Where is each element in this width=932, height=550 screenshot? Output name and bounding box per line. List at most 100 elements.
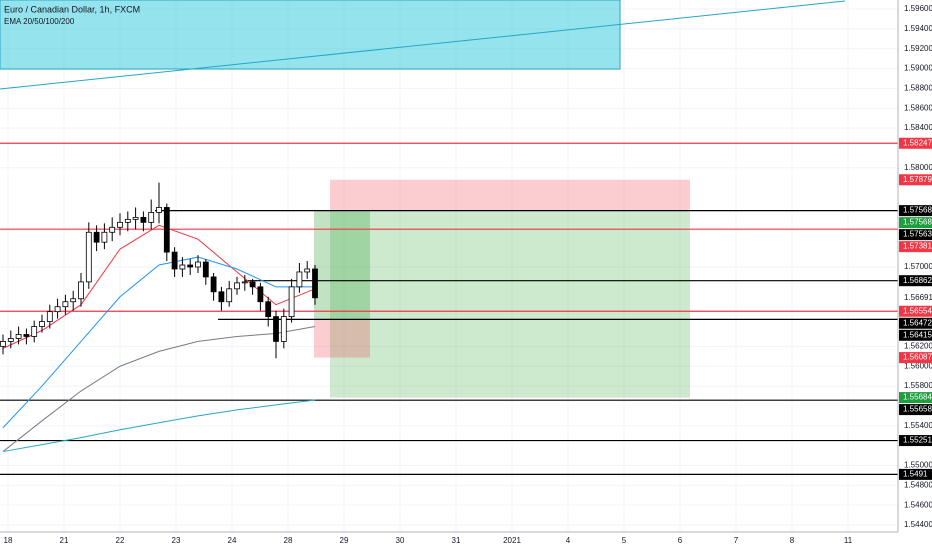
y-tick-label: 1.54600 <box>904 500 932 509</box>
level-label: 1.55658 <box>903 405 932 414</box>
y-tick-label: 1.54800 <box>904 480 932 489</box>
x-tick-label: 28 <box>284 536 293 545</box>
level-label: 1.5491 <box>903 470 928 479</box>
level-label: 1.56087 <box>903 353 932 362</box>
candle-body <box>288 286 295 318</box>
candle-body <box>312 268 318 299</box>
candle-body <box>117 221 123 228</box>
candle-body <box>226 288 233 303</box>
candle-body <box>265 301 272 318</box>
candle-body <box>101 231 108 243</box>
level-label-box <box>899 205 932 217</box>
candle-body <box>273 316 279 342</box>
ema-line <box>2 256 315 429</box>
y-tick-label: 1.58000 <box>904 163 932 172</box>
level-label: 1.55251 <box>903 436 932 445</box>
x-tick-label: 29 <box>340 536 349 545</box>
y-tick-label: 1.59000 <box>904 64 932 73</box>
candle-body <box>78 281 84 300</box>
level-label-box <box>899 305 932 317</box>
candle-body <box>109 226 116 233</box>
candle-body <box>124 218 131 223</box>
x-tick-label: 11 <box>844 536 853 545</box>
level-label-box <box>899 468 932 480</box>
level-label: 1.58247 <box>903 138 932 147</box>
level-label-box <box>899 392 932 404</box>
candle-body <box>62 301 69 308</box>
candle-body <box>210 276 217 293</box>
x-tick-label: 30 <box>396 536 405 545</box>
x-tick-label: 8 <box>790 536 795 545</box>
level-label-box <box>899 137 932 149</box>
x-tick-label: 24 <box>228 536 237 545</box>
y-tick-label: 1.55400 <box>904 421 932 430</box>
y-tick-label: 1.58400 <box>904 123 932 132</box>
candle-body <box>31 326 38 337</box>
candle-body <box>156 207 162 213</box>
ema-line <box>2 399 316 453</box>
candle-body <box>140 216 147 223</box>
y-tick-label: 1.56200 <box>904 341 932 350</box>
candle-body <box>15 334 22 339</box>
x-tick-label: 31 <box>452 536 461 545</box>
level-label: 1.56472 <box>903 318 932 327</box>
last-price-label: 1.56691 <box>904 293 932 302</box>
y-tick-label: 1.59600 <box>904 4 932 13</box>
candle-body <box>249 281 256 288</box>
candle-body <box>54 306 61 313</box>
zone <box>0 0 621 70</box>
x-tick-label: 22 <box>116 536 125 545</box>
level-label-box <box>899 329 932 341</box>
level-label-box <box>899 352 932 364</box>
candle-body <box>195 261 201 268</box>
x-tick-label: 2021 <box>503 536 521 545</box>
candle-body <box>234 282 240 290</box>
x-tick-label: 5 <box>622 536 627 545</box>
x-tick-label: 23 <box>172 536 181 545</box>
candle-body <box>23 334 30 337</box>
ema-line <box>2 326 316 452</box>
candle-body <box>85 231 92 283</box>
level-label-box <box>899 241 932 253</box>
trendline <box>0 0 846 90</box>
candle-body <box>132 216 139 220</box>
candle-body <box>280 316 287 342</box>
y-tick-label: 1.58800 <box>904 83 932 92</box>
candle-body <box>257 286 264 303</box>
indicator-label: EMA 20/50/100/200 <box>4 17 75 26</box>
y-tick-label: 1.54400 <box>904 520 932 529</box>
candle-body <box>179 264 186 270</box>
level-label: 1.57381 <box>903 242 932 251</box>
y-tick-label: 1.57000 <box>904 262 932 271</box>
x-tick-label: 4 <box>566 536 571 545</box>
x-tick-label: 21 <box>60 536 69 545</box>
level-label: 1.57563 <box>903 230 932 239</box>
y-tick-label: 1.58600 <box>904 103 932 112</box>
candle-body <box>163 207 170 253</box>
candle-body <box>0 341 6 347</box>
candle-body <box>296 271 303 288</box>
candle-body <box>187 264 194 268</box>
chart-title: Euro / Canadian Dollar, 1h, FXCM <box>4 4 140 14</box>
candle-body <box>46 311 53 322</box>
level-label: 1.57879 <box>903 175 932 184</box>
level-label: 1.57568 <box>903 206 932 215</box>
candle-body <box>171 251 178 270</box>
axis: 1.59600 1.59400 1.59200 1.59000 1.58800 1.586… <box>4 4 932 545</box>
plot <box>0 0 898 475</box>
candle-body <box>7 338 14 342</box>
y-tick-label: 1.55000 <box>904 461 932 470</box>
position-zone <box>330 179 690 211</box>
level-label-box <box>899 317 932 329</box>
level-label-box <box>899 404 932 416</box>
level-label: 1.57568 <box>903 218 932 227</box>
level-label: 1.56554 <box>903 306 932 315</box>
x-tick-label: 7 <box>734 536 739 545</box>
level-label: 1.56415 <box>903 330 932 339</box>
y-tick-label: 1.56000 <box>904 361 932 370</box>
y-tick-label: 1.59400 <box>904 24 932 33</box>
y-tick-label: 1.55800 <box>904 381 932 390</box>
level-label-box <box>899 435 932 447</box>
